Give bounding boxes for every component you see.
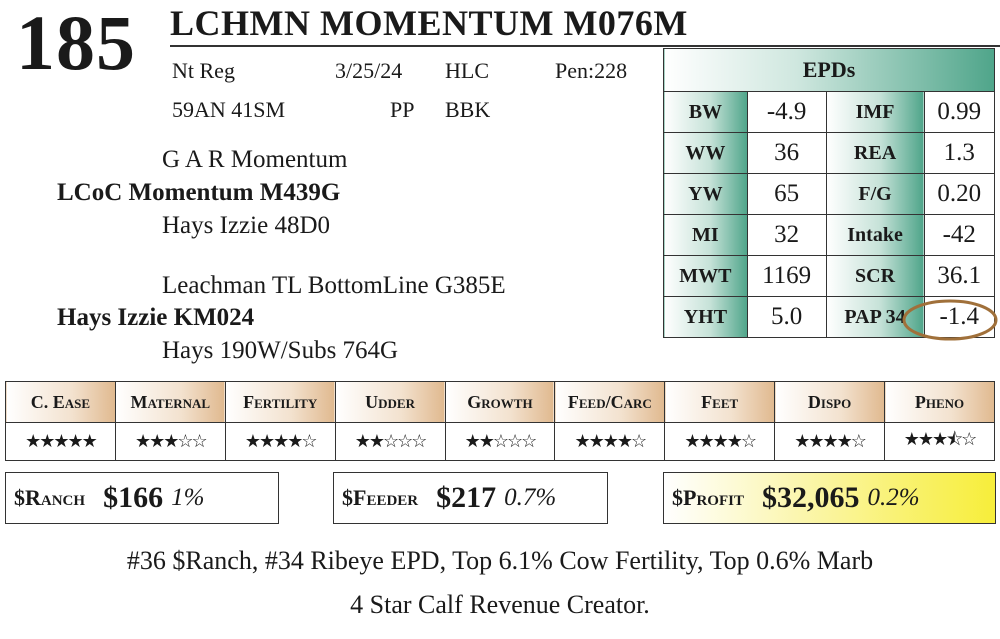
- animal-name: LCHMN MOMENTUM M076M: [170, 3, 688, 43]
- dam: Hays Izzie KM024: [57, 304, 255, 331]
- trait-name: C. Ease: [5, 381, 116, 423]
- ranch-pct: 1%: [171, 484, 205, 511]
- pen: Pen:228: [555, 58, 628, 83]
- trait-stars: ★★★★☆: [774, 422, 885, 461]
- epd-label: MI: [663, 214, 748, 256]
- trait-name: Growth: [444, 381, 556, 423]
- feeder-pct: 0.7%: [504, 484, 557, 511]
- epd-label: Intake: [825, 214, 925, 256]
- footer-line1: #36 $Ranch, #34 Ribeye EPD, Top 6.1% Cow…: [126, 546, 874, 575]
- epd-value: 0.99: [923, 91, 996, 133]
- epd-value: 32: [746, 214, 827, 256]
- epd-label: WW: [663, 132, 748, 174]
- epd-value: -4.9: [746, 91, 827, 133]
- footer-line2: 4 Star Calf Revenue Creator.: [350, 590, 650, 619]
- epd-title: EPDs: [663, 48, 995, 92]
- epd-label: REA: [825, 132, 925, 174]
- registry: Nt Reg: [172, 58, 235, 83]
- epd-value: 5.0: [746, 296, 827, 338]
- epd-value: 1169: [746, 255, 827, 297]
- dam-sire: Leachman TL BottomLine G385E: [162, 272, 506, 299]
- epd-value: 36.1: [923, 255, 996, 297]
- epd-row: MI 32 Intake -42: [663, 214, 996, 256]
- epd-value: 65: [746, 173, 827, 215]
- trait-name: Feed/Carc: [554, 381, 666, 423]
- trait-name: Udder: [334, 381, 446, 423]
- sire: LCoC Momentum M439G: [57, 179, 341, 206]
- epd-row: YW 65 F/G 0.20: [663, 173, 996, 215]
- ranch-value: $166: [103, 481, 164, 514]
- lot-number: 185: [16, 0, 136, 86]
- epd-label: PAP 34: [825, 296, 925, 338]
- epd-row: WW 36 REA 1.3: [663, 132, 996, 174]
- feeder-value: $217: [436, 481, 497, 514]
- epd-value: 1.3: [923, 132, 996, 174]
- ranch-label: $Ranch: [14, 485, 86, 510]
- epd-row: MWT 1169 SCR 36.1: [663, 255, 996, 297]
- epd-row: YHT 5.0 PAP 34 -1.4: [663, 296, 996, 338]
- ranch-index: $Ranch $166 1%: [5, 472, 279, 524]
- epd-row: BW -4.9 IMF 0.99: [663, 91, 996, 133]
- trait-stars: ★★★★☆: [664, 422, 776, 461]
- tattoo: 59AN 41SM: [172, 97, 286, 122]
- trait-name: Fertility: [224, 381, 336, 423]
- epd-label: BW: [663, 91, 748, 133]
- trait-stars: ★★★★☆: [554, 422, 666, 461]
- dam-dam: Hays 190W/Subs 764G: [162, 337, 399, 364]
- feeder-label: $Feeder: [342, 485, 419, 510]
- trait-stars: ★★★☆☆: [114, 422, 226, 461]
- epd-label: MWT: [663, 255, 748, 297]
- epd-label: YHT: [663, 296, 748, 338]
- birth-date: 3/25/24: [335, 58, 403, 83]
- profit-label: $Profit: [672, 485, 744, 510]
- epd-label: YW: [663, 173, 748, 215]
- highlight-circle: [902, 299, 998, 341]
- epd-value: 0.20: [923, 173, 996, 215]
- trait-stars: ★★★★☆: [224, 422, 336, 461]
- epd-table: EPDs BW -4.9 IMF 0.99 WW 36 REA 1.3 YW 65 F/G 0.20 M…: [663, 48, 996, 338]
- trait-name: Dispo: [774, 381, 885, 423]
- code2: BBK: [445, 97, 491, 122]
- sire-dam: Hays Izzie 48D0: [162, 212, 330, 239]
- trait-name: Pheno: [884, 381, 995, 423]
- feeder-index: $Feeder $217 0.7%: [333, 472, 608, 524]
- epd-value: -42: [923, 214, 996, 256]
- sire-sire: G A R Momentum: [162, 146, 348, 173]
- title-divider: [170, 45, 1000, 47]
- trait-stars: ★★☆☆☆: [444, 422, 556, 461]
- trait-name: Maternal: [114, 381, 226, 423]
- trait-ratings-table: C. Ease Maternal Fertility Udder Growth Feed/…: [5, 381, 995, 461]
- code1: HLC: [445, 58, 489, 83]
- epd-value: 36: [746, 132, 827, 174]
- epd-label: IMF: [825, 91, 925, 133]
- trait-name: Feet: [664, 381, 776, 423]
- profit-value: $32,065: [761, 481, 860, 514]
- profit-index: $Profit $32,065 0.2%: [663, 472, 996, 524]
- trait-stars: ★★★★★: [5, 422, 116, 461]
- trait-stars: ★★☆☆☆: [334, 422, 446, 461]
- epd-label: F/G: [825, 173, 925, 215]
- epd-label: SCR: [825, 255, 925, 297]
- profit-pct: 0.2%: [867, 484, 920, 511]
- trait-stars: ★★★⯪☆: [884, 422, 995, 461]
- polled: PP: [390, 97, 415, 122]
